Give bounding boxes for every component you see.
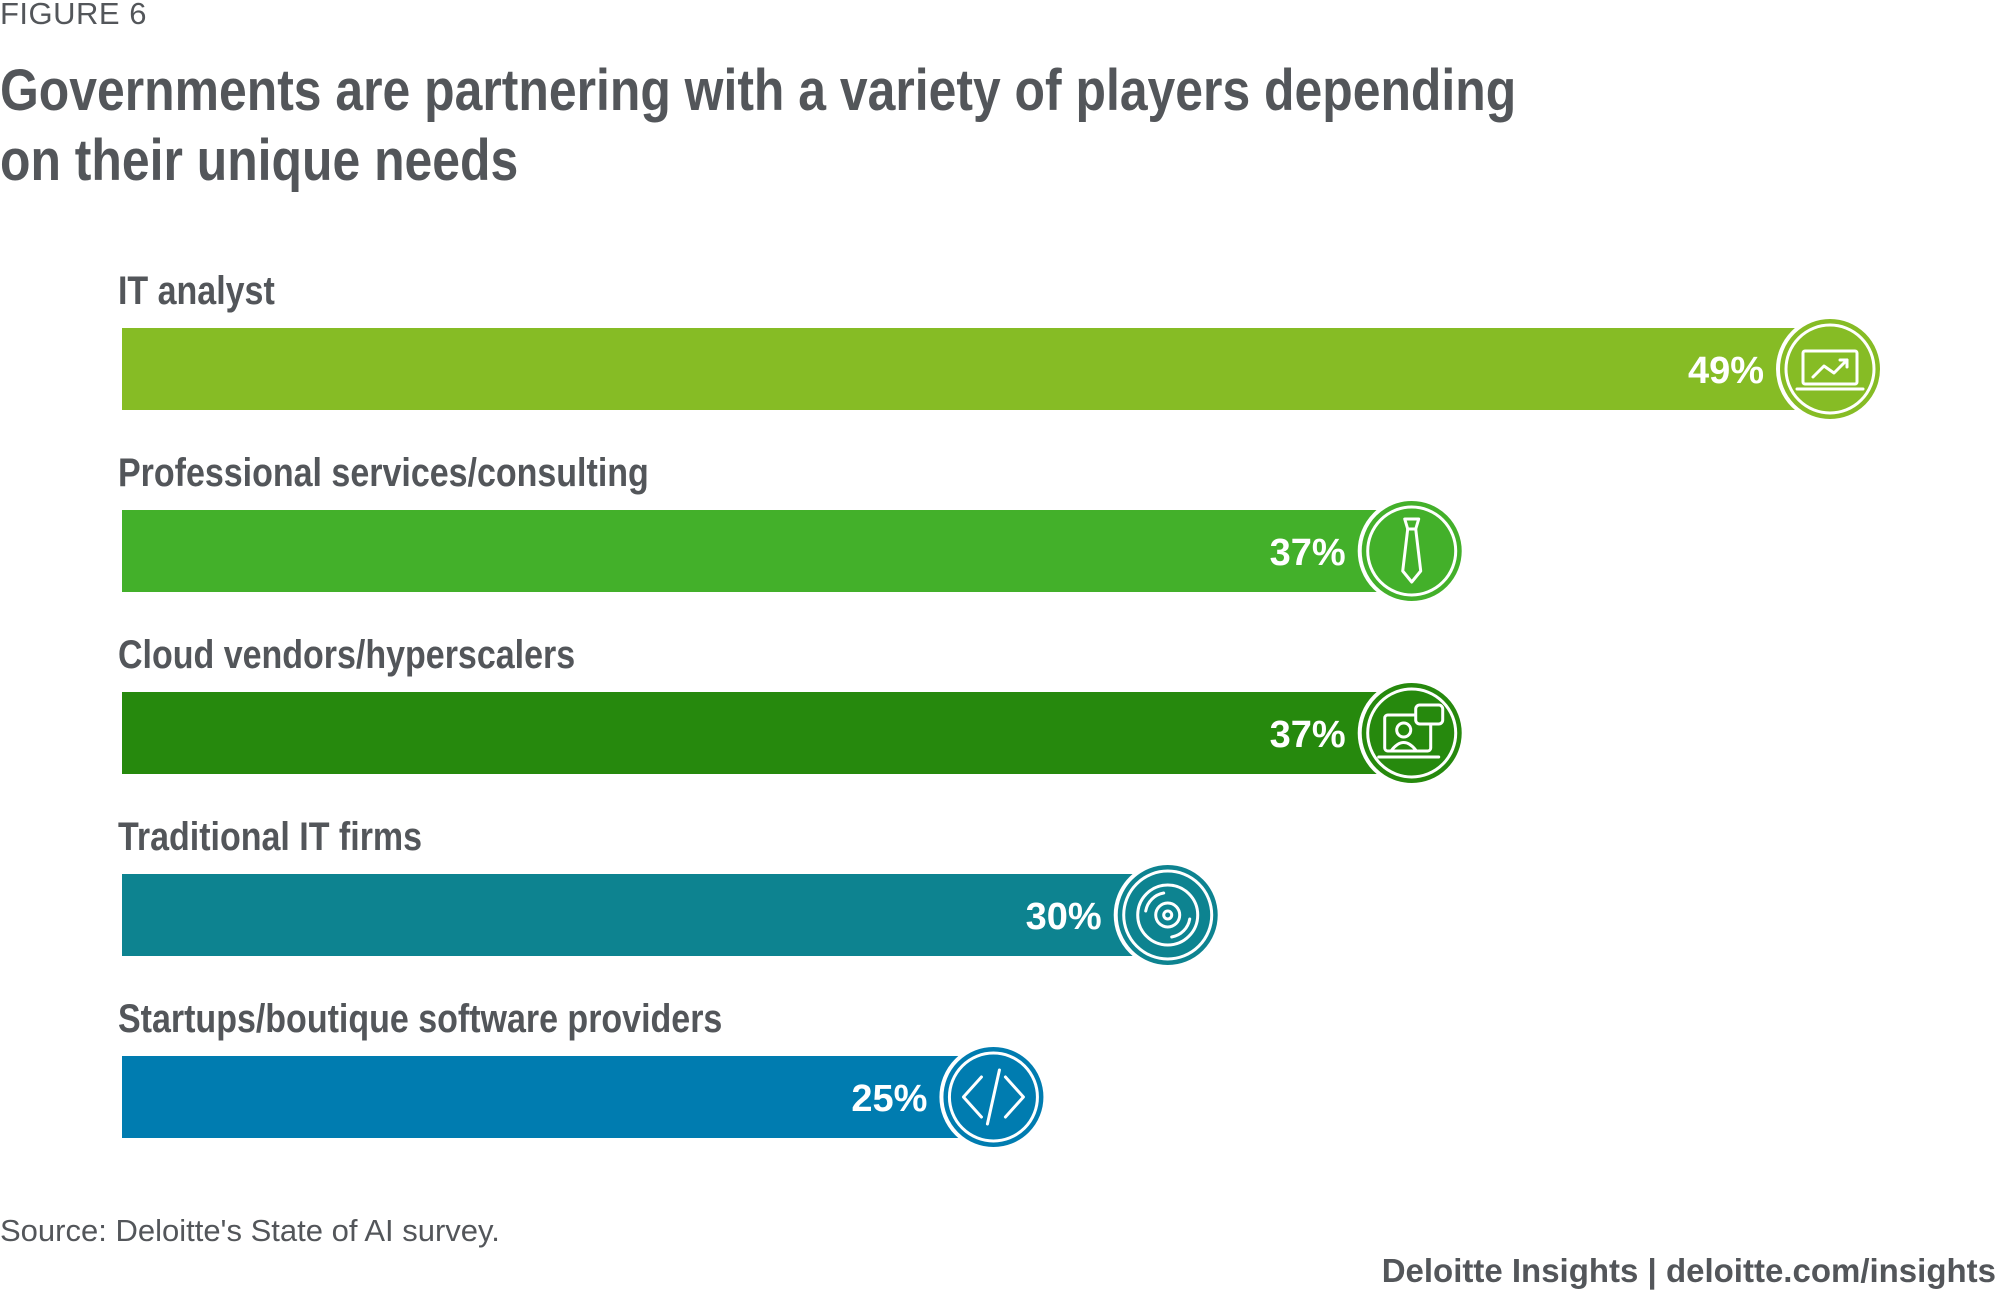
data-label: 30% bbox=[1026, 896, 1102, 938]
category-label: Startups/boutique software providers bbox=[118, 995, 722, 1040]
icon-badge bbox=[1113, 861, 1222, 969]
data-label: 37% bbox=[1270, 714, 1346, 756]
source-note: Source: Deloitte's State of AI survey. bbox=[0, 1213, 500, 1248]
icon-badge-ring bbox=[947, 1051, 1039, 1143]
category-label: IT analyst bbox=[118, 267, 275, 312]
code-icon bbox=[961, 1068, 1025, 1126]
icon-badge-ring bbox=[1366, 687, 1458, 779]
category-label: Cloud vendors/hyperscalers bbox=[118, 631, 575, 676]
icon-badge-ring bbox=[1366, 505, 1458, 597]
bar bbox=[122, 510, 1412, 592]
necktie-icon bbox=[1401, 517, 1423, 584]
icon-badge-ring bbox=[1784, 323, 1876, 415]
disc-icon bbox=[1136, 883, 1200, 947]
data-label: 49% bbox=[1688, 350, 1764, 392]
chart-title: Governments are partnering with a variet… bbox=[0, 58, 1517, 193]
category-label: Professional services/consulting bbox=[118, 449, 649, 494]
category-label: Traditional IT firms bbox=[118, 813, 422, 858]
data-label: 37% bbox=[1270, 532, 1346, 574]
icon-badge-ring bbox=[1122, 869, 1214, 961]
bar bbox=[122, 1056, 994, 1138]
icon-badge bbox=[1357, 679, 1466, 787]
figure-label: FIGURE 6 bbox=[0, 0, 147, 31]
bar bbox=[122, 874, 1168, 956]
line-chart-icon bbox=[1795, 349, 1865, 391]
bar bbox=[122, 328, 1830, 410]
publisher-credit: Deloitte Insights | deloitte.com/insight… bbox=[1381, 1252, 1996, 1289]
data-label: 25% bbox=[851, 1078, 927, 1120]
icon-badge bbox=[1357, 497, 1466, 605]
bar bbox=[122, 692, 1412, 774]
cloud-team-icon bbox=[1377, 712, 1441, 759]
